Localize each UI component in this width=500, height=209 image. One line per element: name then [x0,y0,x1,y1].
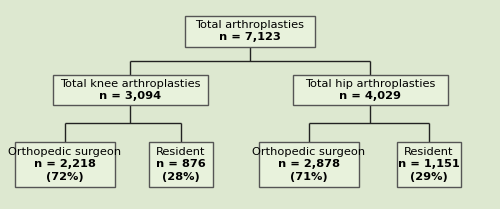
Text: n = 3,094: n = 3,094 [99,91,161,101]
Text: n = 1,151: n = 1,151 [398,159,460,169]
Text: Orthopedic surgeon: Orthopedic surgeon [8,147,121,157]
FancyBboxPatch shape [185,16,315,47]
Text: Orthopedic surgeon: Orthopedic surgeon [252,147,366,157]
Text: n = 4,029: n = 4,029 [339,91,401,101]
FancyBboxPatch shape [15,142,115,186]
FancyBboxPatch shape [292,75,448,105]
Text: Total knee arthroplasties: Total knee arthroplasties [60,79,200,89]
FancyBboxPatch shape [397,142,461,186]
FancyBboxPatch shape [52,75,208,105]
FancyBboxPatch shape [259,142,359,186]
Text: (28%): (28%) [162,172,200,182]
Text: (71%): (71%) [290,172,328,182]
Text: n = 2,218: n = 2,218 [34,159,96,169]
Text: n = 7,123: n = 7,123 [219,32,281,42]
Text: Total arthroplasties: Total arthroplasties [196,20,304,31]
Text: Total hip arthroplasties: Total hip arthroplasties [305,79,435,89]
FancyBboxPatch shape [149,142,213,186]
Text: (29%): (29%) [410,172,448,182]
Text: n = 2,878: n = 2,878 [278,159,340,169]
Text: n = 876: n = 876 [156,159,206,169]
Text: Resident: Resident [404,147,454,157]
Text: Resident: Resident [156,147,206,157]
Text: (72%): (72%) [46,172,84,182]
